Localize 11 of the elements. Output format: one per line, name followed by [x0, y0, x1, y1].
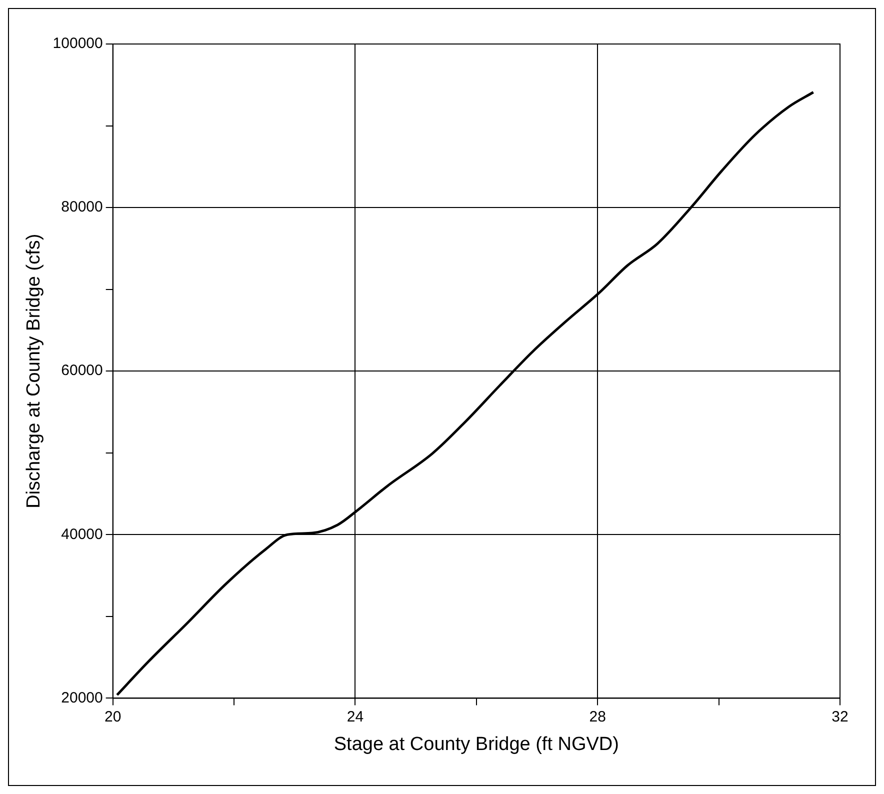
y-tick-label: 100000	[52, 35, 103, 52]
x-axis-title: Stage at County Bridge (ft NGVD)	[334, 734, 619, 755]
y-tick-label: 60000	[61, 362, 103, 380]
x-tick-label: 28	[589, 708, 606, 726]
x-tick-label: 32	[832, 708, 848, 726]
y-tick-label: 40000	[61, 526, 103, 543]
x-tick-label: 20	[104, 708, 122, 726]
y-axis-title: Discharge at County Bridge (cfs)	[24, 234, 45, 508]
y-tick-label: 20000	[61, 689, 103, 706]
x-tick-label: 24	[346, 708, 364, 726]
y-tick-label: 80000	[61, 198, 103, 216]
